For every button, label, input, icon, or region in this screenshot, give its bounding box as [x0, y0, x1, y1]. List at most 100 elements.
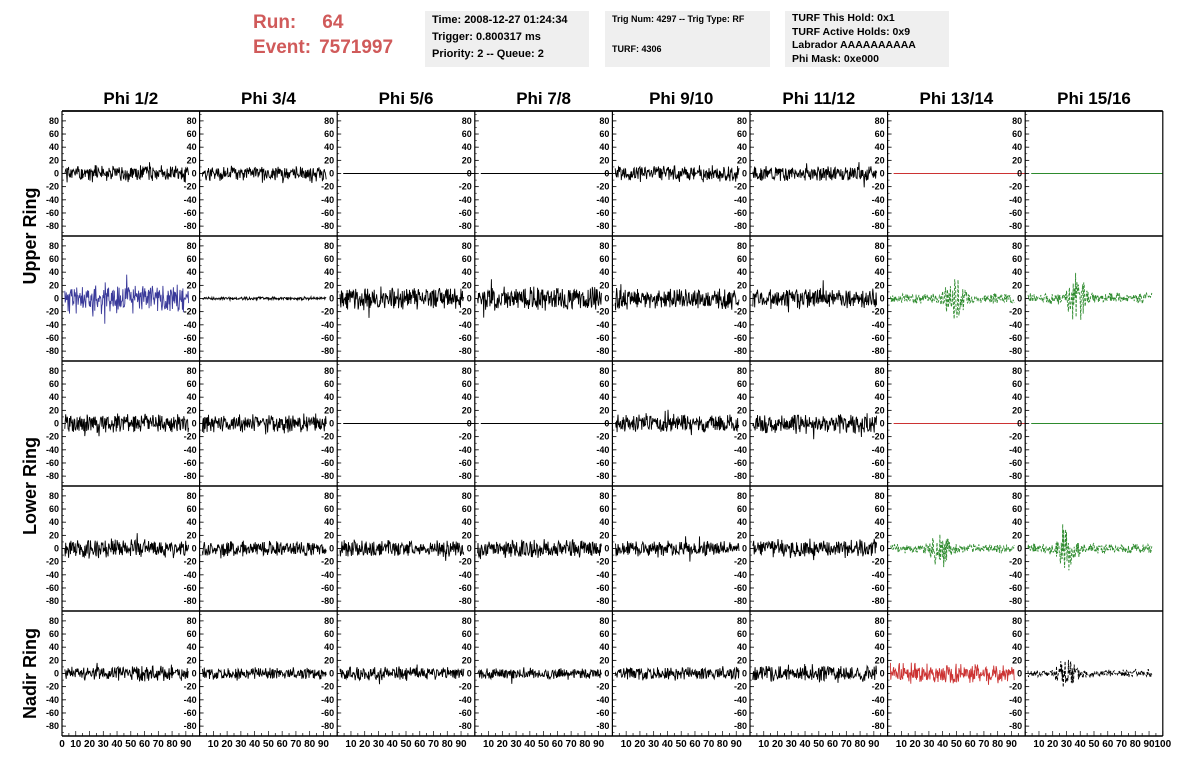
x-tick-label: 30 — [98, 739, 110, 750]
y-tick-label: -60 — [321, 208, 334, 218]
y-tick-label: -60 — [1009, 208, 1022, 218]
y-tick-label: -40 — [872, 695, 885, 705]
waveform-panel: 80 60 40 20 0 -20 -40 -60 -80 — [184, 363, 327, 484]
x-tick-label: 30 — [1061, 739, 1073, 750]
waveform-line — [889, 279, 1015, 319]
column-header: Phi 11/12 — [782, 89, 855, 108]
y-tick-label: 80 — [49, 116, 59, 126]
y-tick-label: 20 — [599, 155, 609, 165]
y-tick-label: 20 — [49, 155, 59, 165]
run-label: Run: — [253, 12, 297, 33]
y-tick-label: -60 — [1009, 458, 1022, 468]
y-tick-label: 0 — [604, 544, 609, 554]
y-tick-label: 80 — [324, 116, 334, 126]
y-tick-label: 40 — [737, 392, 747, 402]
y-tick-label: -20 — [872, 182, 885, 192]
column-header: Phi 15/16 — [1057, 89, 1131, 108]
y-tick-label: 0 — [467, 294, 472, 304]
y-tick-label: 20 — [875, 530, 885, 540]
turf-line: TURF: 4306 — [612, 44, 662, 54]
x-tick-label: 80 — [1130, 739, 1142, 750]
y-tick-label: -60 — [1009, 708, 1022, 718]
y-tick-label: -20 — [1009, 557, 1022, 567]
y-tick-label: 20 — [324, 405, 334, 415]
trig-num-line: Trig Num: 4297 -- Trig Type: RF — [612, 14, 745, 24]
waveform-line — [1027, 659, 1153, 688]
y-tick-label: 40 — [462, 642, 472, 652]
y-tick-label: 40 — [599, 517, 609, 527]
y-tick-label: 60 — [599, 254, 609, 264]
y-tick-label: -80 — [184, 596, 197, 606]
y-tick-label: 40 — [49, 517, 59, 527]
waveform-panel: 80 60 40 20 0 -20 -40 -60 -80 — [184, 488, 327, 609]
x-tick-label: 60 — [552, 739, 564, 750]
y-tick-label: -40 — [872, 570, 885, 580]
y-tick-label: 20 — [599, 655, 609, 665]
y-tick-label: 40 — [187, 142, 197, 152]
y-tick-label: -80 — [46, 346, 59, 356]
y-tick-label: -40 — [734, 320, 747, 330]
y-tick-label: -80 — [459, 471, 472, 481]
y-tick-label: 80 — [462, 366, 472, 376]
y-tick-label: 80 — [875, 491, 885, 501]
waveform-panel: 80 60 40 20 0 -20 -40 -60 -80 — [459, 488, 602, 609]
y-tick-label: -20 — [184, 307, 197, 317]
y-tick-label: 60 — [187, 504, 197, 514]
y-tick-label: 0 — [54, 169, 59, 179]
x-tick-label: 90 — [318, 739, 330, 750]
y-tick-label: 60 — [462, 504, 472, 514]
waveform-panel: 80 60 40 20 0 -20 -40 -60 -80 — [46, 613, 189, 734]
y-tick-label: -40 — [184, 570, 197, 580]
y-tick-label: 80 — [187, 241, 197, 251]
y-tick-label: 40 — [875, 642, 885, 652]
y-tick-label: -40 — [321, 695, 334, 705]
y-tick-label: 0 — [329, 544, 334, 554]
waveform-line — [752, 413, 878, 440]
waveform-panel: 80 60 40 20 0 -20 -40 -60 -80 — [184, 113, 327, 234]
y-tick-label: 0 — [604, 669, 609, 679]
y-tick-label: 60 — [599, 504, 609, 514]
y-tick-label: 80 — [599, 241, 609, 251]
waveform-panel: 80 60 40 20 0 -20 -40 -60 -80 — [321, 113, 475, 234]
event-label: Event: — [253, 37, 312, 58]
y-tick-label: -80 — [321, 596, 334, 606]
x-tick-label: 20 — [634, 739, 646, 750]
y-tick-label: -80 — [734, 471, 747, 481]
y-tick-label: 0 — [192, 419, 197, 429]
y-tick-label: 40 — [1012, 642, 1022, 652]
y-tick-label: 80 — [324, 616, 334, 626]
y-tick-label: -80 — [734, 221, 747, 231]
y-tick-label: -60 — [872, 583, 885, 593]
time-info-box: Time: 2008-12-27 01:24:34 Trigger: 0.800… — [425, 11, 589, 67]
x-tick-label: 90 — [1006, 739, 1018, 750]
y-tick-label: 80 — [599, 616, 609, 626]
waveform-panel: 80 60 40 20 0 -20 -40 -60 -80 — [734, 613, 878, 734]
x-tick-label: 40 — [662, 739, 674, 750]
y-tick-label: 0 — [880, 294, 885, 304]
y-tick-label: -80 — [459, 721, 472, 731]
x-tick-label: 20 — [222, 739, 234, 750]
y-tick-label: -40 — [46, 570, 59, 580]
x-tick-label: 60 — [1102, 739, 1114, 750]
x-tick-label: 40 — [111, 739, 123, 750]
x-tick-label: 20 — [84, 739, 96, 750]
y-tick-label: -80 — [1009, 596, 1022, 606]
y-tick-label: 20 — [737, 405, 747, 415]
y-tick-label: -60 — [596, 208, 609, 218]
y-tick-label: -20 — [596, 182, 609, 192]
waveform-panel: 80 60 40 20 0 -20 -40 -60 -80 — [872, 613, 1015, 734]
x-tick-label: 80 — [855, 739, 867, 750]
y-tick-label: 80 — [1012, 116, 1022, 126]
y-tick-label: 0 — [192, 169, 197, 179]
y-tick-label: 0 — [1017, 544, 1022, 554]
y-tick-label: -40 — [872, 445, 885, 455]
y-tick-label: 0 — [1017, 294, 1022, 304]
x-tick-label: 20 — [910, 739, 922, 750]
y-tick-label: -40 — [596, 320, 609, 330]
x-tick-label: 70 — [290, 739, 302, 750]
y-tick-label: 40 — [324, 142, 334, 152]
y-tick-label: -60 — [184, 458, 197, 468]
y-tick-label: -80 — [46, 221, 59, 231]
trigger-line: Trigger: 0.800317 ms — [432, 31, 541, 43]
